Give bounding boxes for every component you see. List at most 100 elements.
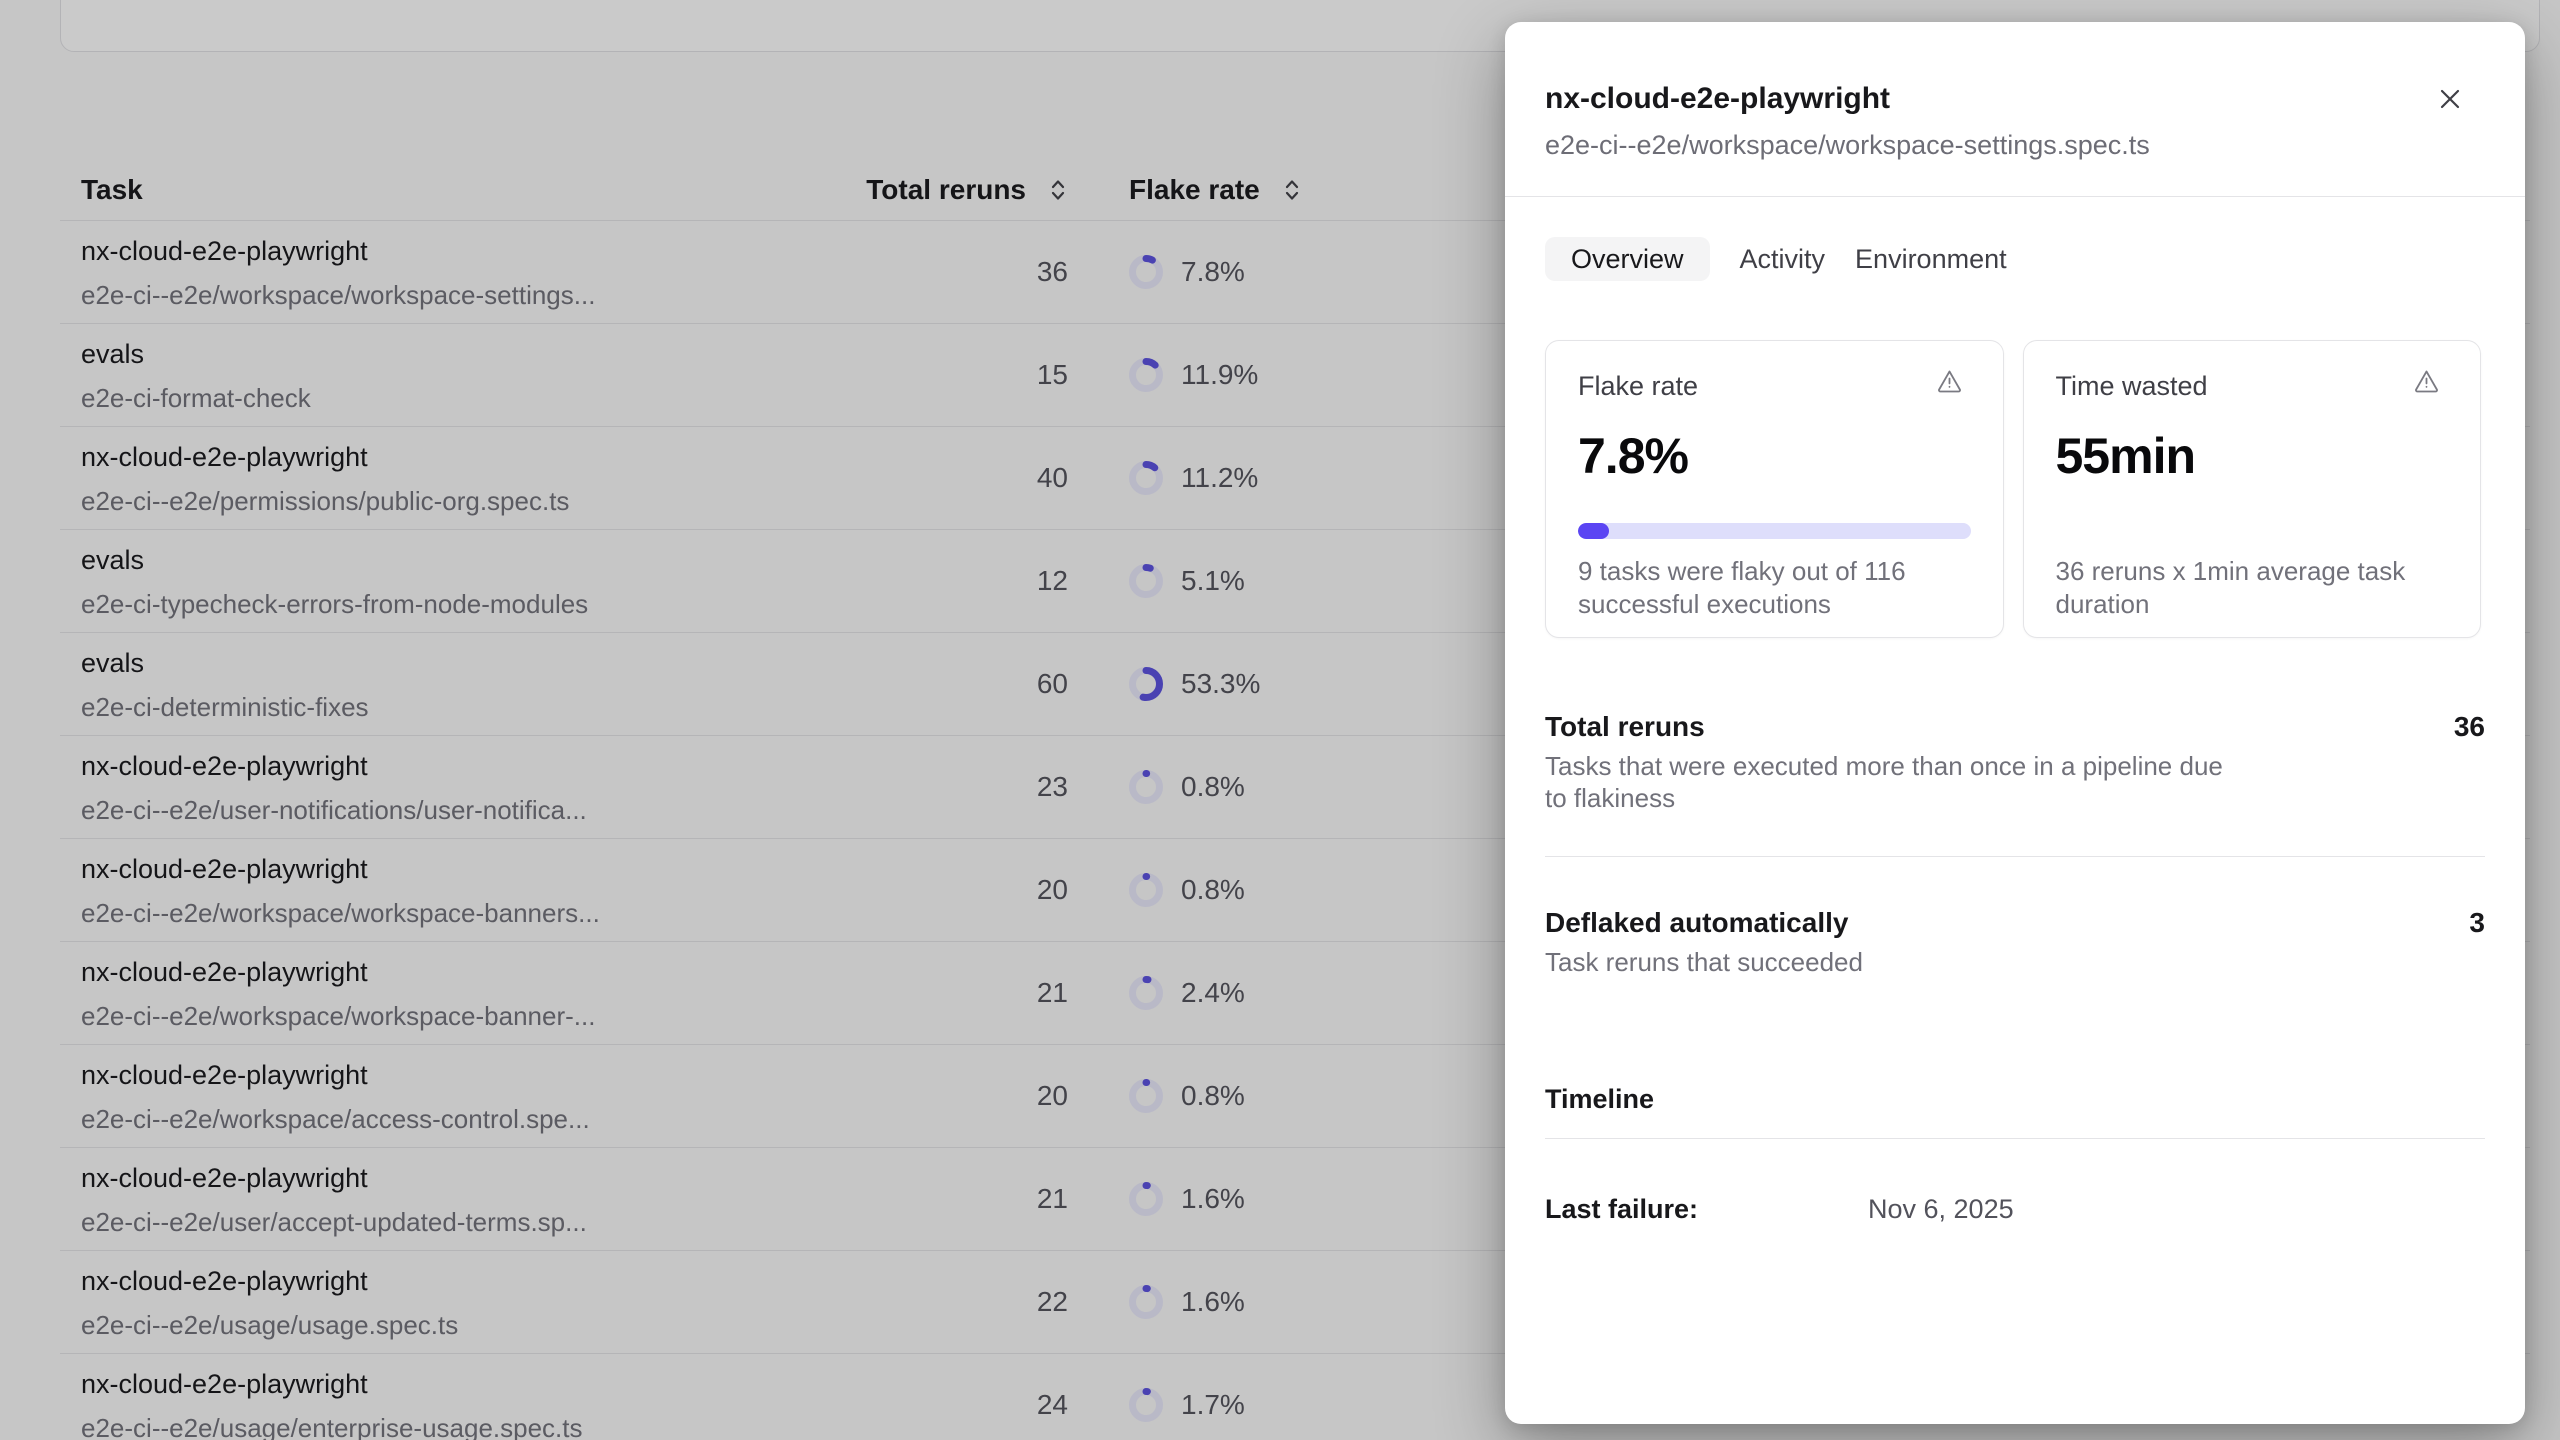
total-reruns-value: 12	[1036, 565, 1068, 596]
column-header-total-reruns[interactable]: Total reruns	[860, 174, 1068, 206]
close-button[interactable]	[2435, 84, 2465, 114]
table-row[interactable]: evals e2e-ci-typecheck-errors-from-node-…	[60, 529, 2530, 632]
total-reruns-value: 23	[1036, 771, 1068, 802]
flake-rate-donut-icon	[1129, 1079, 1163, 1113]
flake-rate-cell: 1.6%	[1068, 1285, 2530, 1319]
time-wasted-card-label: Time wasted	[2055, 371, 2208, 401]
flake-rate-value: 1.6%	[1181, 1183, 1245, 1214]
table-row[interactable]: nx-cloud-e2e-playwright e2e-ci--e2e/user…	[60, 1147, 2530, 1250]
flaky-tasks-table: Task Total reruns Flake rate	[60, 160, 2530, 1440]
flake-rate-cell: 11.2%	[1068, 461, 2530, 495]
task-name: nx-cloud-e2e-playwright	[81, 236, 368, 266]
task-name: nx-cloud-e2e-playwright	[81, 751, 368, 781]
flake-rate-value: 1.7%	[1181, 1389, 1245, 1420]
flake-rate-donut-icon	[1129, 255, 1163, 289]
task-target: e2e-ci--e2e/user-notifications/user-noti…	[81, 795, 587, 825]
task-name: evals	[81, 339, 145, 369]
panel-title: nx-cloud-e2e-playwright	[1545, 82, 1891, 115]
flake-rate-description: 9 tasks were flaky out of 116 successful…	[1578, 556, 1906, 619]
table-row[interactable]: nx-cloud-e2e-playwright e2e-ci--e2e/work…	[60, 941, 2530, 1044]
total-reruns-value: 20	[1036, 874, 1068, 905]
flake-rate-donut-icon	[1129, 1285, 1163, 1319]
flake-rate-value: 11.2%	[1181, 462, 1259, 493]
total-reruns-value: 36	[2453, 711, 2485, 742]
flake-rate-card: Flake rate 7.8% 9 tasks were flaky out o…	[1545, 340, 2004, 638]
progress-fill	[1578, 523, 1609, 539]
flake-rate-cell: 7.8%	[1068, 255, 2530, 289]
flake-rate-value: 2.4%	[1181, 977, 1245, 1008]
task-name: nx-cloud-e2e-playwright	[81, 957, 368, 987]
task-cell: nx-cloud-e2e-playwright e2e-ci--e2e/work…	[60, 232, 860, 312]
total-reruns-section: Total reruns 36 Tasks that were executed…	[1545, 710, 2485, 814]
task-cell: nx-cloud-e2e-playwright e2e-ci--e2e/usag…	[60, 1365, 860, 1440]
total-reruns-value: 20	[1036, 1080, 1068, 1111]
table-body: nx-cloud-e2e-playwright e2e-ci--e2e/work…	[60, 220, 2530, 1440]
task-name: nx-cloud-e2e-playwright	[81, 1060, 368, 1090]
deflaked-value: 3	[2469, 907, 2485, 938]
flake-rate-cell: 1.6%	[1068, 1182, 2530, 1216]
time-wasted-card: Time wasted 55min 36 reruns x 1min avera…	[2022, 340, 2481, 638]
tab-overview[interactable]: Overview	[1545, 237, 1710, 281]
last-failure-row: Last failure: Nov 6, 2025	[1545, 1192, 2014, 1226]
warning-icon	[2413, 367, 2440, 394]
task-target: e2e-ci--e2e/workspace/workspace-settings…	[81, 280, 596, 310]
flake-rate-donut-icon	[1129, 461, 1163, 495]
flake-rate-cell: 1.7%	[1068, 1388, 2530, 1422]
time-wasted-value: 55min	[2055, 428, 2197, 484]
task-cell: evals e2e-ci-format-check	[60, 335, 860, 415]
task-cell: nx-cloud-e2e-playwright e2e-ci--e2e/work…	[60, 953, 860, 1033]
flake-rate-value: 0.8%	[1181, 1080, 1245, 1111]
column-header-flake-rate[interactable]: Flake rate	[1068, 174, 2530, 206]
flake-rate-cell: 11.9%	[1068, 358, 2530, 392]
flake-rate-cell: 0.8%	[1068, 873, 2530, 907]
task-target: e2e-ci-deterministic-fixes	[81, 692, 369, 722]
table-row[interactable]: nx-cloud-e2e-playwright e2e-ci--e2e/usag…	[60, 1250, 2530, 1353]
task-target: e2e-ci-format-check	[81, 383, 311, 413]
warning-icon	[1936, 367, 1963, 394]
table-row[interactable]: evals e2e-ci-deterministic-fixes 60 53.3…	[60, 632, 2530, 735]
total-reruns-value: 22	[1036, 1286, 1068, 1317]
task-name: evals	[81, 648, 145, 678]
total-reruns-value: 21	[1036, 1183, 1068, 1214]
divider	[1545, 856, 2485, 857]
sort-icon[interactable]	[1282, 177, 1302, 203]
flake-rate-value: 0.8%	[1181, 874, 1245, 905]
flake-rate-card-label: Flake rate	[1578, 371, 1699, 401]
table-row[interactable]: nx-cloud-e2e-playwright e2e-ci--e2e/usag…	[60, 1353, 2530, 1440]
task-target: e2e-ci--e2e/workspace/workspace-banner-.…	[81, 1001, 596, 1031]
flake-rate-donut-icon	[1129, 770, 1163, 804]
task-name: evals	[81, 545, 145, 575]
task-name: nx-cloud-e2e-playwright	[81, 442, 368, 472]
flake-rate-cell: 2.4%	[1068, 976, 2530, 1010]
table-row[interactable]: evals e2e-ci-format-check 15 11.9%	[60, 323, 2530, 426]
flake-rate-progress-bar	[1578, 523, 1971, 539]
flake-rate-cell: 53.3%	[1068, 667, 2530, 701]
task-target: e2e-ci--e2e/user/accept-updated-terms.sp…	[81, 1207, 587, 1237]
task-detail-panel: nx-cloud-e2e-playwright e2e-ci--e2e/work…	[1505, 22, 2525, 1424]
task-target: e2e-ci--e2e/workspace/workspace-banners.…	[81, 898, 600, 928]
total-reruns-value: 40	[1036, 462, 1068, 493]
close-icon	[2440, 89, 2460, 109]
table-header-row: Task Total reruns Flake rate	[60, 160, 2530, 220]
tab-environment[interactable]: Environment	[1855, 244, 2007, 274]
task-cell: nx-cloud-e2e-playwright e2e-ci--e2e/user…	[60, 747, 860, 827]
flake-rate-donut-icon	[1129, 358, 1163, 392]
total-reruns-label: Total reruns	[1545, 711, 1705, 742]
task-target: e2e-ci--e2e/permissions/public-org.spec.…	[81, 486, 570, 516]
task-cell: nx-cloud-e2e-playwright e2e-ci--e2e/user…	[60, 1159, 860, 1239]
timeline-heading: Timeline	[1545, 1084, 1655, 1114]
sort-icon[interactable]	[1048, 177, 1068, 203]
time-wasted-description: 36 reruns x 1min average task duration	[2055, 556, 2406, 619]
total-reruns-description: Tasks that were executed more than once …	[1545, 751, 2223, 813]
task-target: e2e-ci--e2e/workspace/access-control.spe…	[81, 1104, 590, 1134]
task-name: nx-cloud-e2e-playwright	[81, 854, 368, 884]
table-row[interactable]: nx-cloud-e2e-playwright e2e-ci--e2e/user…	[60, 735, 2530, 838]
panel-subtitle: e2e-ci--e2e/workspace/workspace-settings…	[1545, 130, 2150, 160]
flake-rate-donut-icon	[1129, 667, 1163, 701]
table-row[interactable]: nx-cloud-e2e-playwright e2e-ci--e2e/work…	[60, 838, 2530, 941]
flake-rate-value: 5.1%	[1181, 565, 1245, 596]
tab-activity[interactable]: Activity	[1739, 244, 1826, 274]
table-row[interactable]: nx-cloud-e2e-playwright e2e-ci--e2e/work…	[60, 1044, 2530, 1147]
table-row[interactable]: nx-cloud-e2e-playwright e2e-ci--e2e/work…	[60, 220, 2530, 323]
table-row[interactable]: nx-cloud-e2e-playwright e2e-ci--e2e/perm…	[60, 426, 2530, 529]
